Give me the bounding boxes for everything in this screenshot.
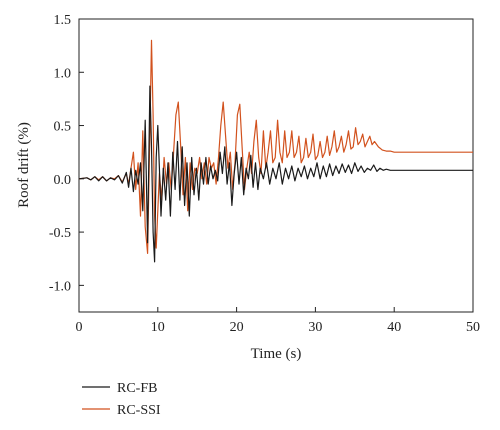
x-tick-label: 0 bbox=[76, 320, 83, 335]
y-tick-label: 1.5 bbox=[54, 13, 72, 28]
y-tick-label: -0.5 bbox=[49, 226, 71, 241]
y-axis-ticks: 1.5 1.0 0.5 0.0 -0.5 -1.0 bbox=[49, 13, 84, 294]
y-tick-label: -1.0 bbox=[49, 279, 71, 294]
x-tick-label: 50 bbox=[466, 320, 480, 335]
series-line-rc-fb bbox=[78, 85, 473, 263]
y-tick-label: 1.0 bbox=[54, 66, 72, 81]
y-axis-title: Roof drift (%) bbox=[16, 122, 32, 208]
y-tick-label: 0.0 bbox=[54, 173, 72, 188]
x-tick-label: 30 bbox=[308, 320, 322, 335]
legend: RC-FB RC-SSI bbox=[82, 381, 161, 418]
x-axis-title: Time (s) bbox=[251, 346, 302, 362]
legend-label-rc-ssi: RC-SSI bbox=[117, 403, 161, 418]
series-layer bbox=[78, 39, 473, 263]
x-tick-label: 10 bbox=[151, 320, 165, 335]
x-axis-ticks: 0 10 20 30 40 50 bbox=[76, 307, 480, 335]
x-tick-label: 40 bbox=[387, 320, 401, 335]
legend-label-rc-fb: RC-FB bbox=[117, 381, 157, 396]
plot-frame bbox=[78, 18, 474, 313]
x-tick-label: 20 bbox=[230, 320, 244, 335]
series-line-rc-ssi bbox=[78, 39, 473, 254]
y-tick-label: 0.5 bbox=[54, 120, 72, 135]
